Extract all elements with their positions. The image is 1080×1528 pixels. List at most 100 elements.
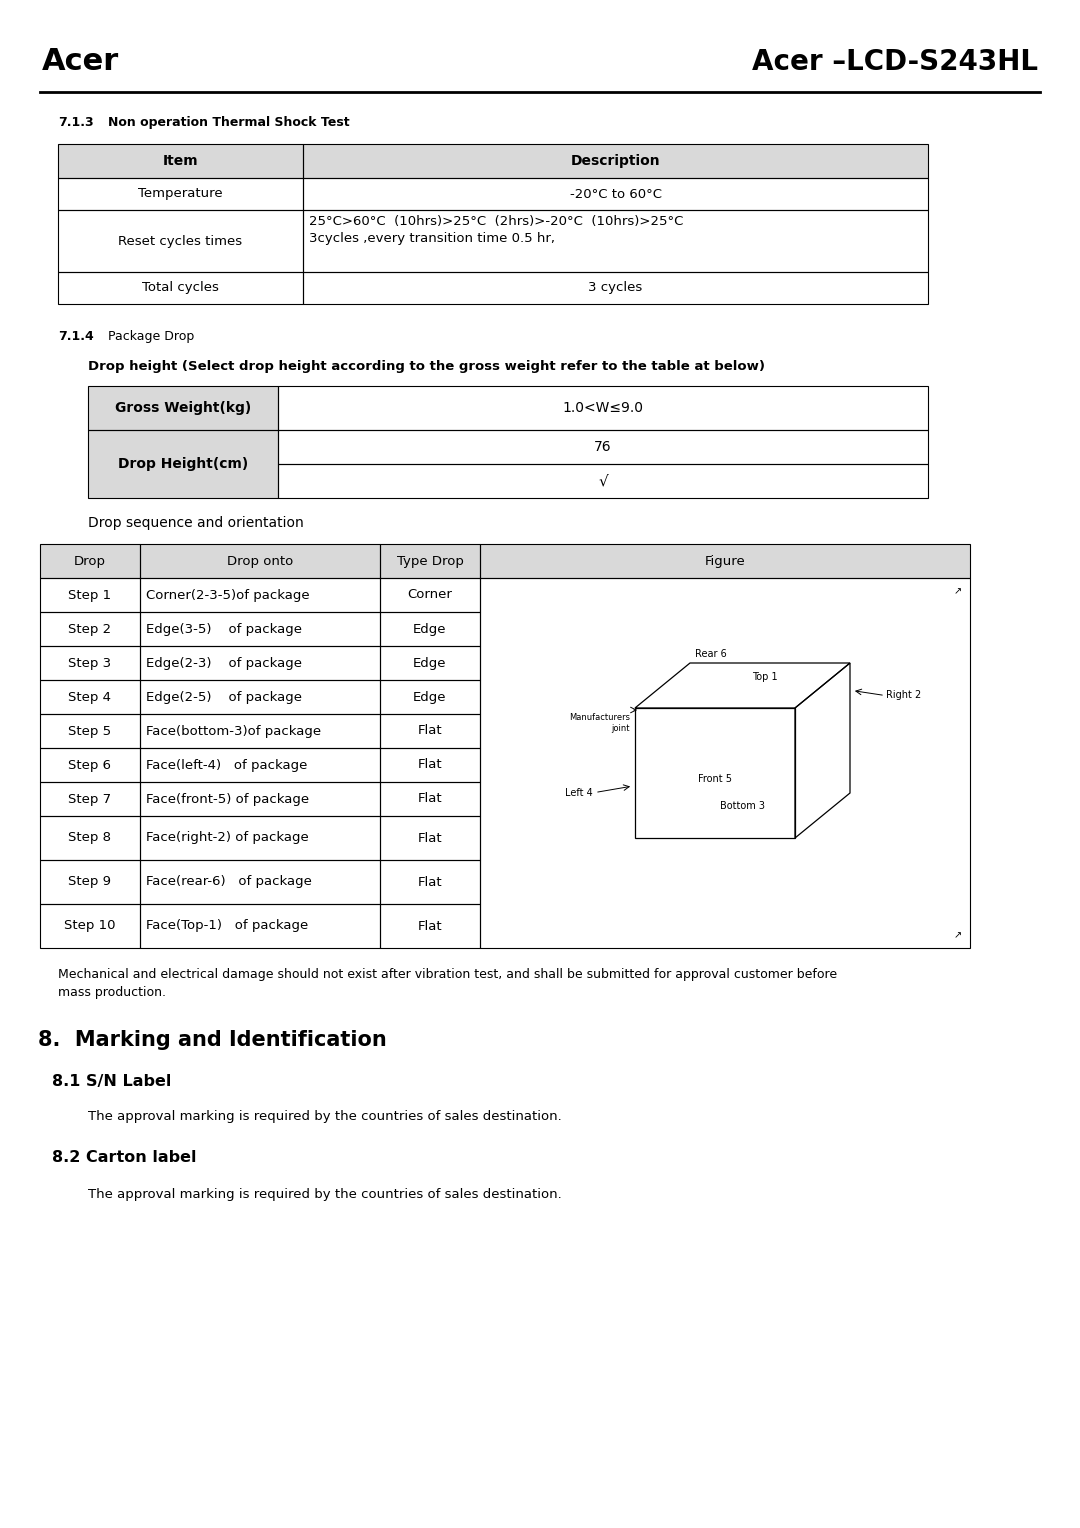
Bar — [303, 272, 928, 304]
Text: 1.0<W≤9.0: 1.0<W≤9.0 — [563, 400, 644, 416]
Bar — [40, 749, 140, 782]
Bar — [40, 905, 140, 947]
Text: Temperature: Temperature — [138, 188, 222, 200]
Bar — [278, 387, 928, 429]
Text: Non operation Thermal Shock Test: Non operation Thermal Shock Test — [108, 116, 350, 128]
Bar — [40, 544, 140, 578]
Bar — [58, 144, 303, 177]
Bar — [380, 860, 480, 905]
Bar — [303, 144, 928, 177]
Text: Edge: Edge — [414, 657, 447, 669]
Text: 8.  Marking and Identification: 8. Marking and Identification — [38, 1030, 387, 1050]
Text: Total cycles: Total cycles — [143, 281, 219, 295]
Bar — [140, 714, 380, 749]
Text: 7.1.3: 7.1.3 — [58, 116, 94, 128]
Text: Drop: Drop — [75, 555, 106, 567]
Bar — [40, 646, 140, 680]
Text: 7.1.4: 7.1.4 — [58, 330, 94, 342]
Bar — [40, 782, 140, 816]
Bar — [303, 209, 928, 272]
Text: 76: 76 — [594, 440, 611, 454]
Text: Package Drop: Package Drop — [108, 330, 194, 342]
Bar — [40, 816, 140, 860]
Bar — [380, 680, 480, 714]
Bar — [87, 429, 278, 498]
Text: Front 5: Front 5 — [698, 775, 732, 784]
Bar — [380, 646, 480, 680]
Text: Face(front-5) of package: Face(front-5) of package — [146, 793, 309, 805]
Bar — [87, 387, 278, 429]
Bar — [380, 544, 480, 578]
Text: Drop onto: Drop onto — [227, 555, 293, 567]
Text: Flat: Flat — [418, 724, 443, 738]
Bar — [380, 905, 480, 947]
Text: Description: Description — [570, 154, 660, 168]
Bar — [278, 465, 928, 498]
Text: Figure: Figure — [704, 555, 745, 567]
Text: Edge: Edge — [414, 622, 447, 636]
Bar — [140, 749, 380, 782]
Text: Manufacturers
joint: Manufacturers joint — [569, 714, 630, 733]
Text: Edge: Edge — [414, 691, 447, 703]
Bar — [58, 209, 303, 272]
Text: The approval marking is required by the countries of sales destination.: The approval marking is required by the … — [87, 1109, 562, 1123]
Bar — [480, 544, 970, 578]
Text: Item: Item — [163, 154, 199, 168]
Bar — [58, 272, 303, 304]
Bar — [40, 680, 140, 714]
Text: Step 4: Step 4 — [68, 691, 111, 703]
Bar — [140, 782, 380, 816]
Text: ↗: ↗ — [954, 587, 962, 596]
Text: Edge(2-5)    of package: Edge(2-5) of package — [146, 691, 302, 703]
Text: Step 10: Step 10 — [64, 920, 116, 932]
Bar — [87, 387, 278, 429]
Text: √: √ — [598, 474, 608, 489]
Bar — [40, 578, 140, 613]
Bar — [380, 782, 480, 816]
Text: Flat: Flat — [418, 758, 443, 772]
Bar — [380, 816, 480, 860]
Text: Bottom 3: Bottom 3 — [720, 801, 765, 811]
Text: Corner(2-3-5)of package: Corner(2-3-5)of package — [146, 588, 310, 602]
Text: Face(bottom-3)of package: Face(bottom-3)of package — [146, 724, 321, 738]
Text: Step 3: Step 3 — [68, 657, 111, 669]
Text: Edge(2-3)    of package: Edge(2-3) of package — [146, 657, 302, 669]
Text: Acer: Acer — [42, 47, 119, 76]
Text: Drop Height(cm): Drop Height(cm) — [118, 457, 248, 471]
Bar — [140, 860, 380, 905]
Text: Face(left-4)   of package: Face(left-4) of package — [146, 758, 308, 772]
Bar — [40, 714, 140, 749]
Bar — [303, 144, 928, 177]
Bar — [140, 816, 380, 860]
Bar — [140, 544, 380, 578]
Bar — [140, 646, 380, 680]
Text: Right 2: Right 2 — [886, 691, 921, 700]
Text: Step 5: Step 5 — [68, 724, 111, 738]
Text: Step 6: Step 6 — [68, 758, 111, 772]
Text: -20°C to 60°C: -20°C to 60°C — [569, 188, 661, 200]
Bar — [140, 578, 380, 613]
Text: Drop sequence and orientation: Drop sequence and orientation — [87, 516, 303, 530]
Bar — [380, 749, 480, 782]
Bar — [58, 144, 303, 177]
Bar — [380, 714, 480, 749]
Text: Face(rear-6)   of package: Face(rear-6) of package — [146, 876, 312, 888]
Text: Edge(3-5)    of package: Edge(3-5) of package — [146, 622, 302, 636]
Text: Face(Top-1)   of package: Face(Top-1) of package — [146, 920, 308, 932]
Text: Flat: Flat — [418, 793, 443, 805]
Bar — [140, 544, 380, 578]
Text: Left 4: Left 4 — [565, 787, 593, 798]
Text: 3 cycles: 3 cycles — [589, 281, 643, 295]
Text: Corner: Corner — [407, 588, 453, 602]
Bar — [40, 860, 140, 905]
Bar — [87, 429, 278, 498]
Text: Step 7: Step 7 — [68, 793, 111, 805]
Text: 8.1 S/N Label: 8.1 S/N Label — [52, 1074, 172, 1089]
Text: Rear 6: Rear 6 — [696, 649, 727, 659]
Bar — [58, 177, 303, 209]
Bar — [380, 613, 480, 646]
Text: Acer –LCD-S243HL: Acer –LCD-S243HL — [752, 47, 1038, 76]
Text: Face(right-2) of package: Face(right-2) of package — [146, 831, 309, 845]
Bar — [40, 544, 140, 578]
Text: Gross Weight(kg): Gross Weight(kg) — [114, 400, 252, 416]
